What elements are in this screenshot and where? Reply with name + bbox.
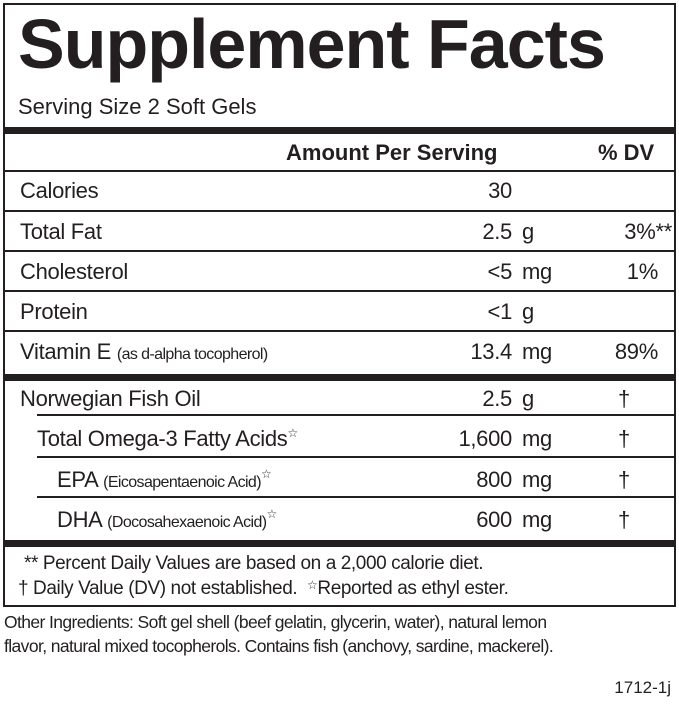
ingredient-unit: g [522, 386, 534, 411]
divider [5, 290, 674, 292]
footnote-text: † Daily Value (DV) not established. [18, 578, 298, 599]
facts-panel-border [3, 3, 676, 607]
nutrient-amount: 13.4 [470, 339, 512, 364]
ingredient-name: Total Omega-3 Fatty Acids☆ [37, 426, 298, 452]
star-icon: ☆ [287, 426, 299, 440]
dv-header: % DV [598, 140, 655, 165]
label-code: 1712-1j [614, 678, 671, 697]
ingredient-amount: 600 [476, 507, 512, 532]
thick-divider [5, 374, 674, 381]
nutrient-amount: <1 [487, 299, 513, 324]
nutrient-note: (as d-alpha tocopherol) [116, 346, 268, 363]
thick-divider [5, 127, 674, 134]
ingredient-dv: † [618, 467, 630, 492]
page-title: Supplement Facts [18, 5, 606, 83]
ingredient-amount: 800 [476, 467, 512, 492]
ingredient-name: EPA (Eicosapentaenoic Acid)☆ [57, 467, 272, 493]
ingredient-name: DHA (Docosahexaenoic Acid)☆ [57, 507, 277, 533]
footnote-dv: ** Percent Daily Values are based on a 2… [24, 553, 484, 574]
ingredient-name-text: EPA [57, 467, 98, 492]
nutrient-amount: 2.5 [482, 219, 512, 244]
nutrient-amount: 30 [488, 178, 512, 203]
divider [5, 210, 674, 212]
nutrient-unit: g [522, 299, 534, 324]
ingredient-amount: 2.5 [482, 386, 512, 411]
star-icon: ☆ [266, 507, 278, 521]
ingredient-note: (Docosahexaenoic Acid) [107, 514, 267, 531]
star-icon: ☆ [260, 467, 272, 481]
ingredient-dv: † [618, 386, 630, 411]
nutrient-name: Protein [20, 299, 88, 324]
other-ingredients-line: flavor, natural mixed tocopherols. Conta… [4, 636, 554, 656]
divider [37, 414, 674, 416]
nutrient-dv: 3%** [624, 219, 672, 244]
nutrient-amount: <5 [487, 259, 513, 284]
footnote-ethyl-ester: Reported as ethyl ester. [317, 578, 509, 599]
ingredient-dv: † [618, 507, 630, 532]
nutrient-name: Cholesterol [20, 259, 128, 284]
amount-header: Amount Per Serving [286, 140, 498, 165]
nutrient-name: Total Fat [20, 219, 102, 244]
nutrient-unit: g [522, 219, 534, 244]
nutrient-dv: 1% [626, 259, 659, 284]
nutrient-unit: mg [522, 259, 552, 284]
ingredient-name-text: DHA [57, 507, 102, 532]
nutrient-name: Calories [20, 178, 99, 203]
nutrient-name-text: Vitamin E [20, 339, 112, 364]
ingredient-name-text: Total Omega-3 Fatty Acids [37, 426, 288, 451]
nutrient-name: Vitamin E (as d-alpha tocopherol) [20, 339, 268, 365]
divider [5, 170, 674, 172]
ingredient-unit: mg [522, 467, 552, 492]
nutrient-unit: mg [522, 339, 552, 364]
ingredient-unit: mg [522, 426, 552, 451]
footnote-not-established: † Daily Value (DV) not established. ☆Rep… [18, 578, 509, 600]
ingredient-dv: † [618, 426, 630, 451]
thick-divider [5, 540, 674, 547]
ingredient-unit: mg [522, 507, 552, 532]
divider [5, 330, 674, 332]
ingredient-name: Norwegian Fish Oil [20, 386, 201, 411]
divider [37, 496, 674, 498]
nutrient-dv: 89% [614, 339, 658, 364]
serving-size: Serving Size 2 Soft Gels [18, 94, 257, 119]
divider [5, 250, 674, 252]
ingredient-amount: 1,600 [458, 426, 512, 451]
ingredient-note: (Eicosapentaenoic Acid) [103, 474, 261, 491]
divider [37, 456, 674, 458]
star-icon: ☆ [307, 578, 318, 592]
other-ingredients-line: Other Ingredients: Soft gel shell (beef … [4, 612, 547, 632]
